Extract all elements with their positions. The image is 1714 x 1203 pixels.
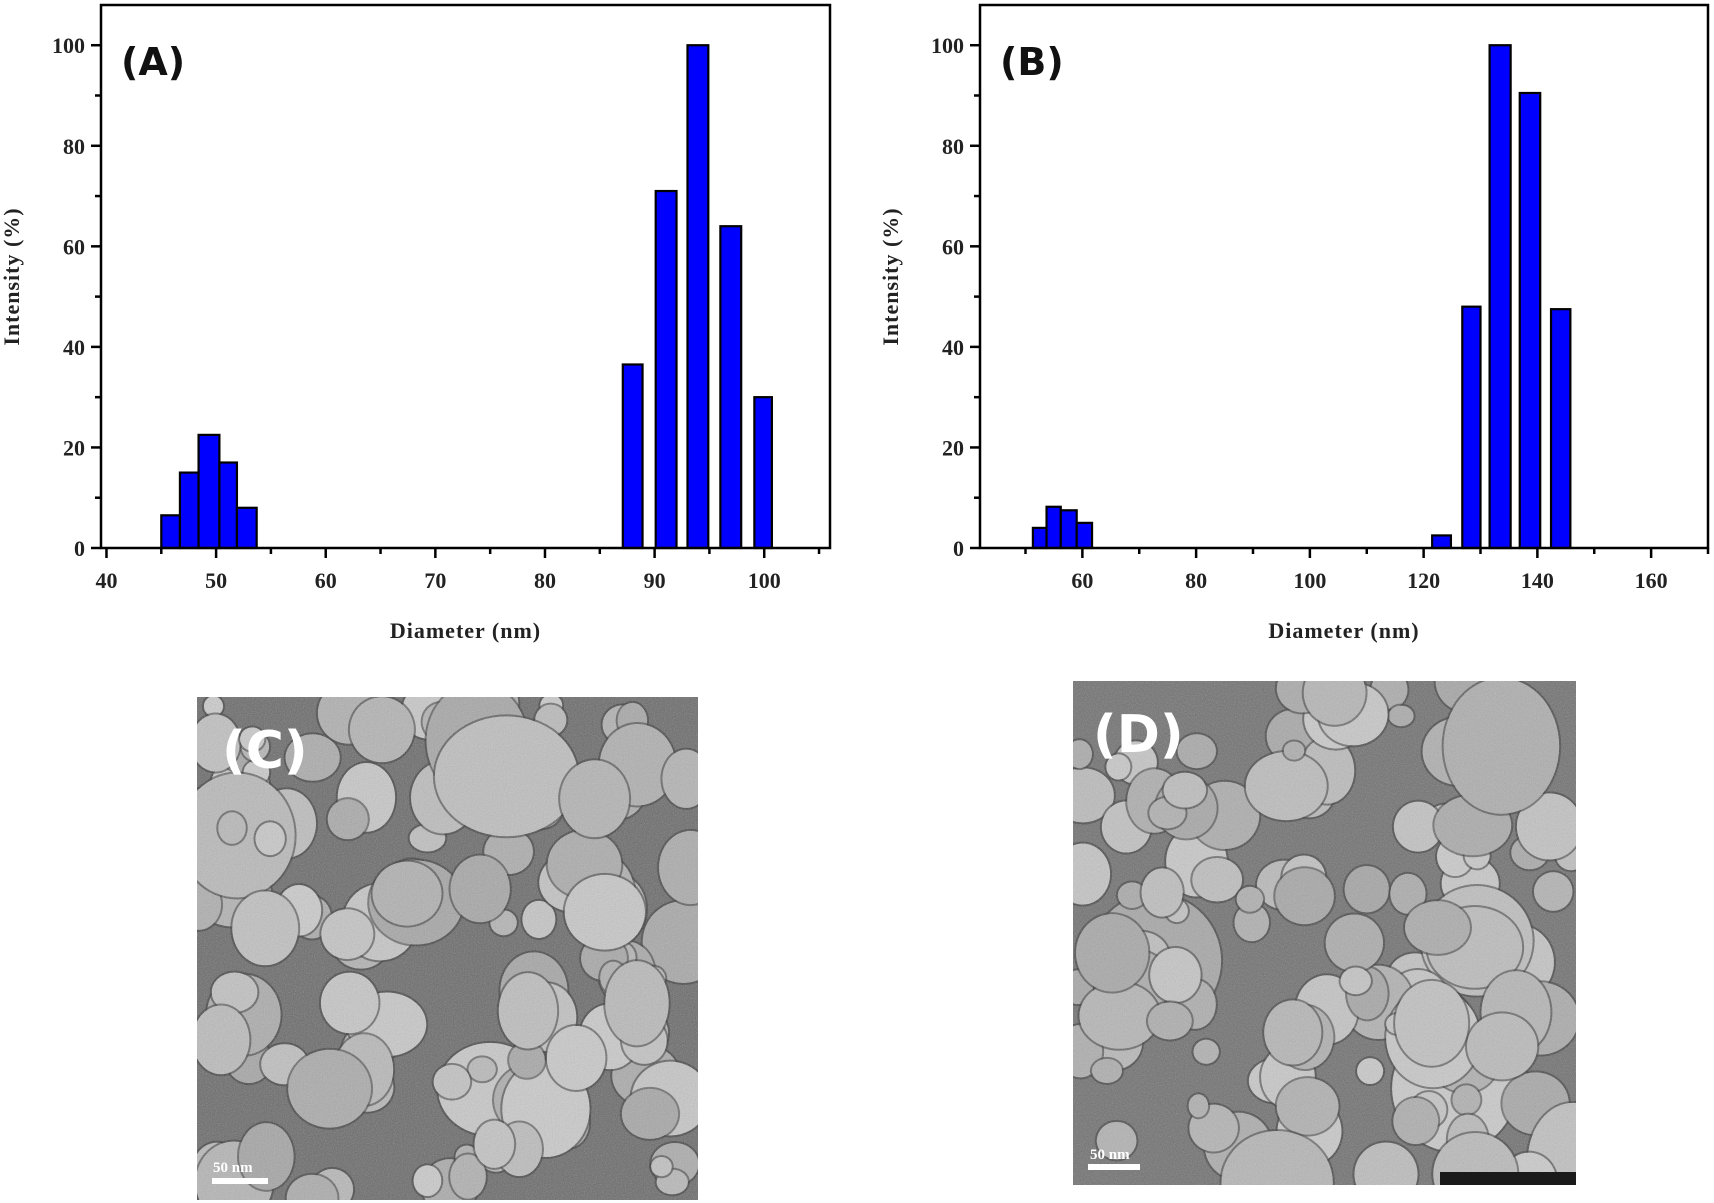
y-tick-label: 100 (931, 33, 964, 58)
x-axis-title: Diameter (nm) (390, 618, 541, 643)
y-tick-label: 60 (63, 234, 85, 259)
histogram-bar (160, 514, 182, 550)
x-tick-label: 60 (1071, 568, 1093, 593)
y-tick-label: 40 (63, 335, 85, 360)
histogram-bar (1059, 509, 1078, 550)
histogram-bar (654, 189, 678, 550)
x-tick-label: 160 (1635, 568, 1668, 593)
x-axis-title: Diameter (nm) (1268, 618, 1419, 643)
histogram-bar (218, 461, 239, 550)
panel-label: (A) (121, 40, 185, 84)
histogram-bar (719, 225, 743, 550)
y-tick-label: 40 (942, 335, 964, 360)
x-tick-label: 50 (205, 568, 227, 593)
histogram-bar (197, 433, 221, 550)
y-tick-label: 80 (942, 134, 964, 159)
y-tick-label: 20 (942, 435, 964, 460)
x-tick-label: 70 (424, 568, 446, 593)
x-tick-label: 100 (748, 568, 781, 593)
histogram-bar (235, 506, 258, 550)
histogram-bar (1031, 526, 1048, 550)
tem-image-c: (C) 50 nm (197, 697, 698, 1200)
x-tick-label: 60 (315, 568, 337, 593)
y-tick-label: 20 (63, 435, 85, 460)
histogram-bar (621, 363, 644, 550)
y-tick-label: 0 (74, 536, 85, 561)
chart-b: 0 20 40 60 80 100 60 80 100 120 140 160 Diameter (nm… (878, 3, 1710, 643)
histogram-bar (686, 44, 710, 550)
x-tick-label: 90 (644, 568, 666, 593)
histogram-bar (1549, 308, 1572, 550)
plot-frame (978, 3, 1710, 550)
y-tick-label: 0 (953, 536, 964, 561)
histogram-bar (178, 471, 200, 550)
scale-bar-d (1088, 1164, 1140, 1170)
panel-label: (B) (1000, 40, 1064, 84)
scale-bar-label-d: 50 nm (1090, 1147, 1130, 1163)
histogram-bar (1488, 44, 1512, 550)
y-tick-label: 100 (52, 33, 85, 58)
chart-a: 0 20 40 60 80 100 40 50 60 70 80 90 100 Diameter (nm)… (0, 3, 832, 643)
panel-label-c: (C) (222, 721, 308, 781)
x-tick-label: 80 (534, 568, 556, 593)
x-tick-label: 140 (1521, 568, 1554, 593)
histogram-bar (1045, 505, 1062, 550)
y-tick-label: 60 (942, 234, 964, 259)
x-tick-label: 120 (1407, 568, 1440, 593)
y-tick-label: 80 (63, 134, 85, 159)
histogram-bar (1461, 305, 1482, 550)
panel-label-d: (D) (1093, 705, 1184, 765)
histogram-bar (1431, 534, 1453, 550)
plot-frame (99, 3, 832, 550)
x-tick-label: 100 (1293, 568, 1326, 593)
x-tick-label: 40 (95, 568, 117, 593)
tem-image-d: (D) 50 nm (1073, 681, 1576, 1185)
y-axis-title: Intensity (%) (0, 207, 24, 345)
scale-bar-label-c: 50 nm (213, 1160, 253, 1176)
x-tick-label: 80 (1185, 568, 1207, 593)
histogram-bar (1075, 521, 1094, 550)
histogram-bar (1518, 91, 1542, 550)
scale-bar-c (212, 1178, 268, 1184)
y-axis-title: Intensity (%) (878, 207, 903, 345)
histogram-bar (753, 396, 773, 550)
